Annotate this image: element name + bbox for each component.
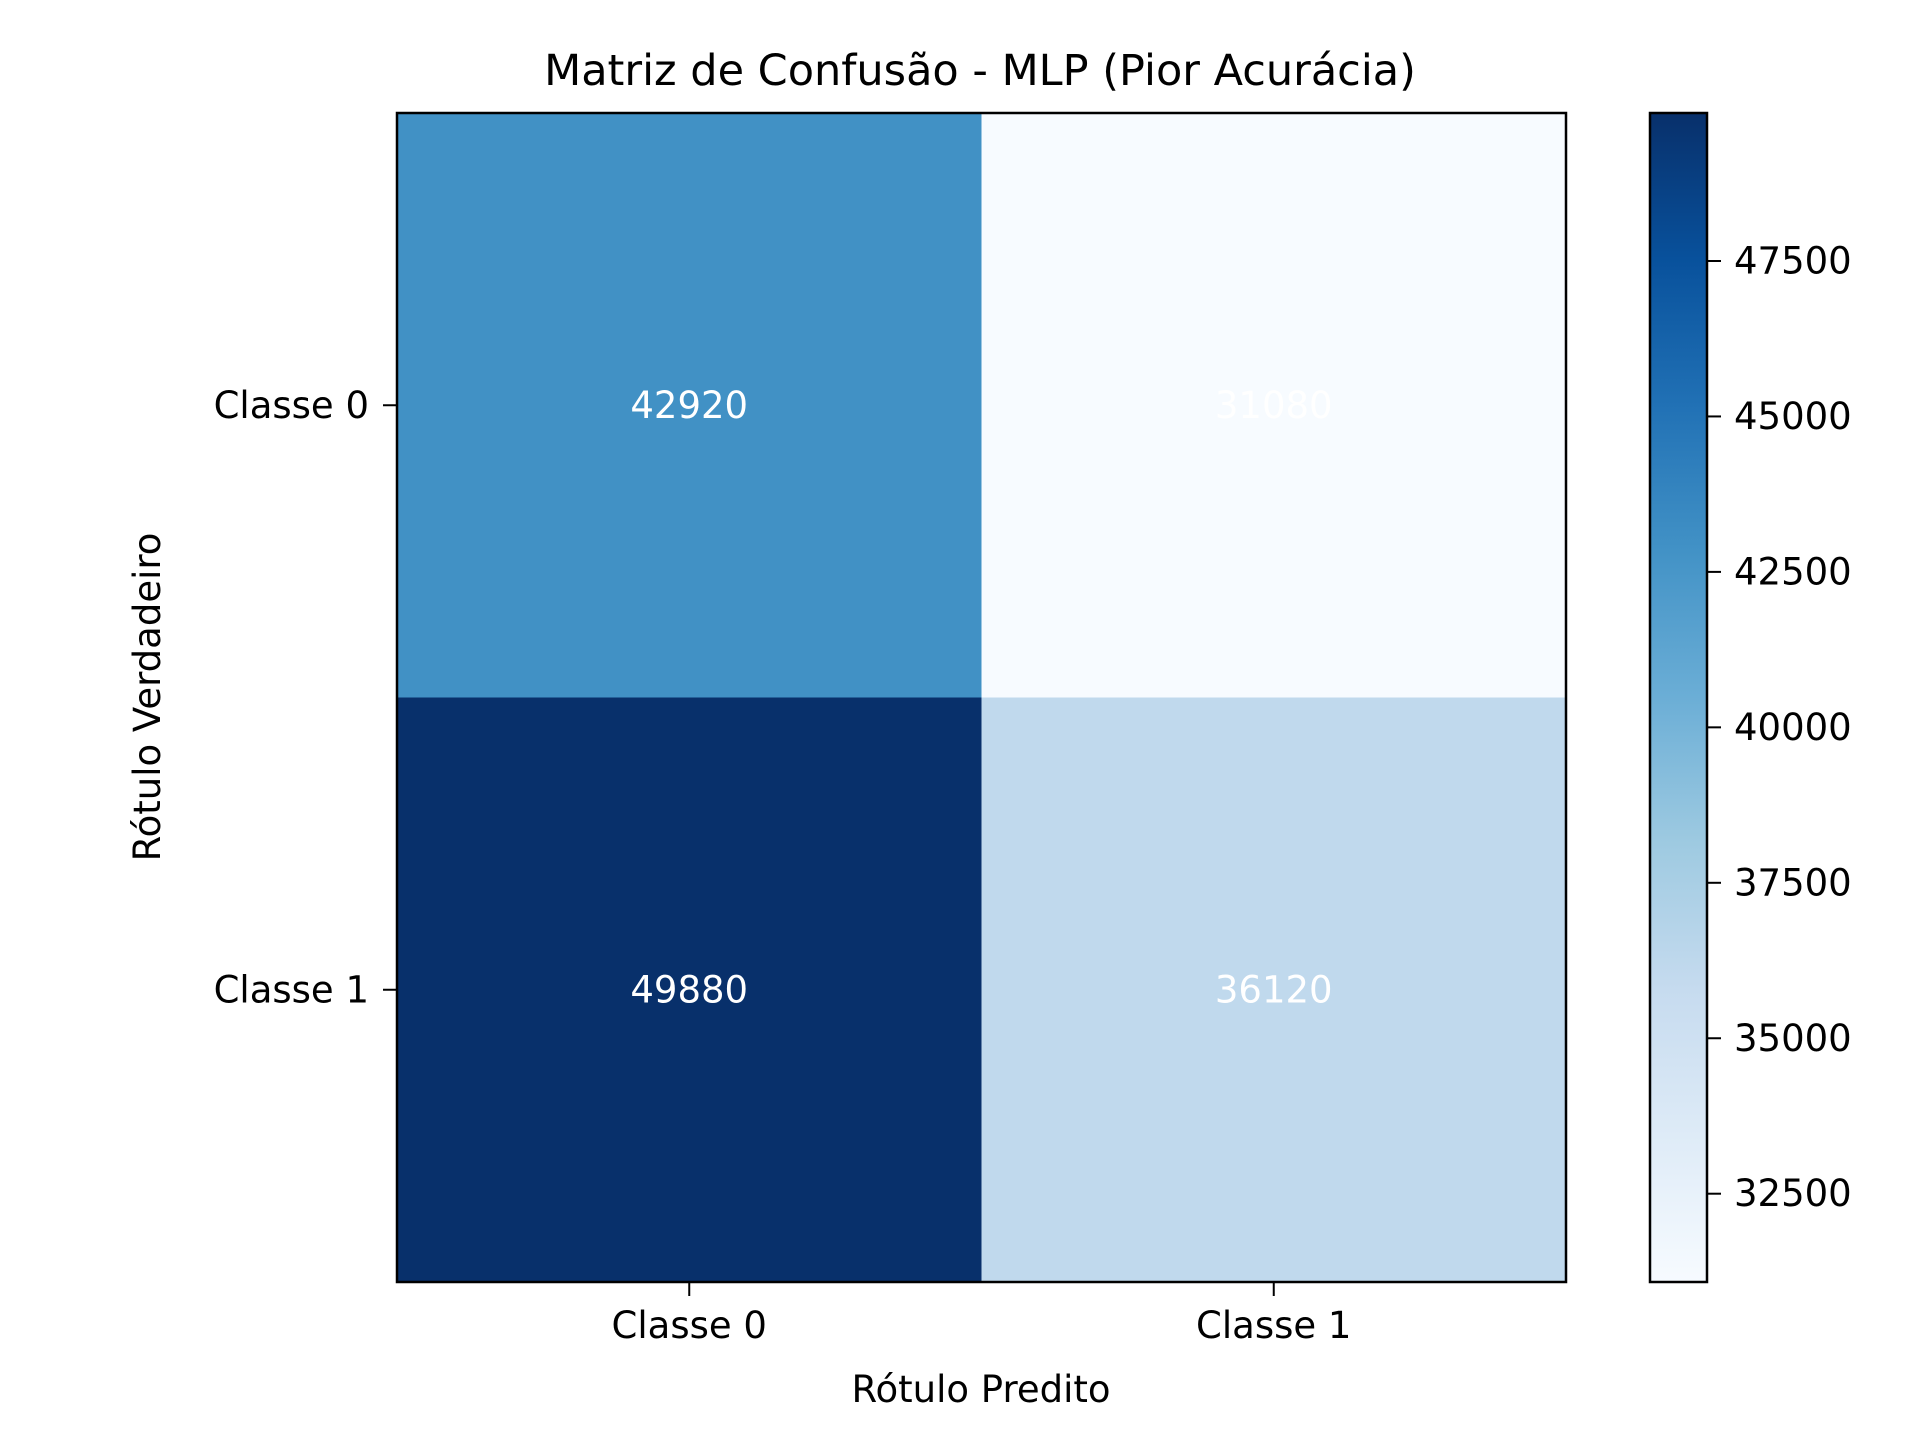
colorbar-tick-label-4: 42500 [1734, 550, 1852, 593]
heatmap-cell-r1-c1 [981, 697, 1567, 1283]
colorbar-tick-label-6: 47500 [1734, 239, 1852, 282]
plot-frame [395, 111, 1568, 1284]
colorbar [1648, 111, 1709, 1284]
heatmap-cell-r0-c0 [397, 113, 982, 698]
x-tick-label-0: Classe 0 [612, 1304, 767, 1347]
x-axis-ticks: Classe 0 Classe 1 [612, 1282, 1351, 1347]
y-axis-label: Rótulo Verdadeiro [126, 533, 169, 862]
cell-value-label-r1-c1: 36120 [1215, 968, 1333, 1011]
y-tick-label-1: Classe 1 [214, 968, 369, 1011]
y-axis-ticks: Classe 0 Classe 1 [214, 384, 397, 1011]
heatmap-cell-r0-c1 [981, 113, 1567, 698]
colorbar-tick-label-2: 37500 [1734, 861, 1852, 904]
x-axis-label: Rótulo Predito [851, 1368, 1110, 1411]
colorbar-tick-label-3: 40000 [1734, 706, 1852, 749]
cell-annotations: 42920 31080 49880 36120 [630, 384, 1332, 1012]
colorbar-tick-label-5: 45000 [1734, 395, 1852, 438]
x-tick-label-1: Classe 1 [1196, 1304, 1351, 1347]
chart-title: Matriz de Confusão - MLP (Pior Acurácia) [544, 46, 1416, 96]
heatmap-cells [397, 113, 1567, 1283]
cell-value-label-r0-c0: 42920 [630, 384, 748, 427]
cell-value-label-r0-c1: 31080 [1215, 384, 1333, 427]
cell-value-label-r1-c0: 49880 [630, 968, 748, 1011]
colorbar-ticks: 32500 35000 37500 40000 42500 45000 47500 [1707, 239, 1852, 1215]
heatmap-cell-r1-c0 [397, 697, 982, 1283]
y-tick-label-0: Classe 0 [214, 384, 369, 427]
colorbar-tick-label-1: 35000 [1734, 1017, 1852, 1060]
colorbar-tick-label-0: 32500 [1734, 1172, 1852, 1215]
